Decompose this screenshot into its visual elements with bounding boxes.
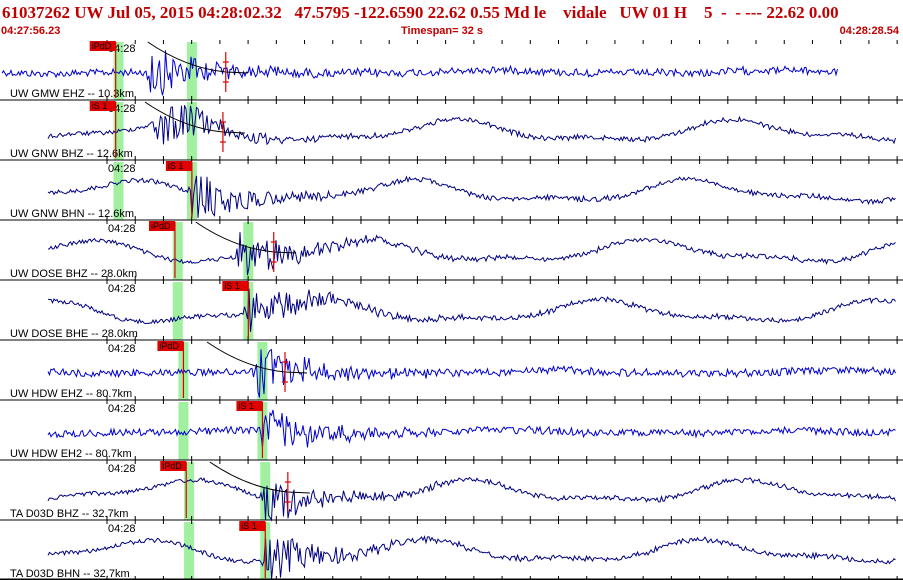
coda-curve xyxy=(147,41,248,74)
row-time-label: 04:28 xyxy=(108,463,136,475)
pick-label: iPdD xyxy=(92,41,112,51)
waveform-trace xyxy=(47,105,896,146)
pick-flag xyxy=(239,521,266,531)
pick-label: iPdD xyxy=(151,221,171,231)
row-time-label: 04:28 xyxy=(108,343,136,355)
timespan-label: Timespan= 32 s xyxy=(401,25,484,37)
pick-label: iPdD xyxy=(159,341,179,351)
coda-curve xyxy=(144,101,245,134)
p-window-0-1 xyxy=(186,42,197,100)
p-window-8-0 xyxy=(184,522,195,580)
seismogram-panel[interactable]: 04:28 UW GMW EHZ -- 10.3km iPdD 04:28 UW GNW… xyxy=(0,40,903,580)
row-time-label: 04:28 xyxy=(108,223,136,235)
waveform-trace xyxy=(47,175,896,218)
pick-label: iS 1 xyxy=(92,101,108,111)
waveform-trace xyxy=(47,232,896,276)
pick-flag xyxy=(160,461,187,471)
pick-flag xyxy=(89,101,116,111)
row-time-label: 04:28 xyxy=(108,403,136,415)
coda-curve xyxy=(206,341,308,374)
coda-curve xyxy=(209,461,310,494)
station-label: UW GNW BHZ -- 12.6km xyxy=(10,148,133,160)
p-window-7-0 xyxy=(184,462,195,520)
waveform-trace xyxy=(47,409,896,448)
pick-flag xyxy=(148,221,175,231)
p-window-1-1 xyxy=(186,102,197,160)
pick-label: iS 1 xyxy=(224,281,240,291)
waveform-trace xyxy=(47,288,896,332)
row-time-label: 04:28 xyxy=(108,523,136,535)
event-header: 61037262 UW Jul 05, 2015 04:28:02.32 47.… xyxy=(0,0,903,40)
waveform-trace xyxy=(47,535,896,580)
p-window-3-0 xyxy=(172,222,183,280)
end-time: 04:28:28.54 xyxy=(839,25,899,37)
event-title: 61037262 UW Jul 05, 2015 04:28:02.32 47.… xyxy=(2,3,839,22)
p-window-2-0 xyxy=(113,162,124,220)
row-time-label: 04:28 xyxy=(108,163,136,175)
station-label: UW GMW EHZ -- 10.3km xyxy=(10,88,134,100)
pick-flag xyxy=(165,161,192,171)
station-label: UW HDW EH2 -- 80.7km xyxy=(10,448,132,460)
start-time: 04:27:56.23 xyxy=(1,25,61,37)
p-window-0-0 xyxy=(113,42,124,100)
p-window-3-1 xyxy=(243,222,254,280)
pick-label: iS 1 xyxy=(241,521,257,531)
station-label: UW DOSE BHZ -- 28.0km xyxy=(10,268,137,280)
coda-curve xyxy=(195,221,296,254)
waveform-trace xyxy=(47,476,896,522)
pick-label: iS 1 xyxy=(238,401,254,411)
pick-label: iS 1 xyxy=(168,161,184,171)
pick-flag xyxy=(236,401,263,411)
station-label: TA D03D BHN -- 32.7km xyxy=(10,568,130,580)
station-label: UW GNW BHN -- 12.6km xyxy=(10,208,134,220)
station-label: UW DOSE BHE -- 28.0km xyxy=(10,328,138,340)
station-label: TA D03D BHZ -- 32.7km xyxy=(10,508,128,520)
p-window-1-0 xyxy=(113,102,124,160)
station-label: UW HDW EHZ -- 80.7km xyxy=(10,388,132,400)
waveform-trace xyxy=(47,348,896,398)
p-window-6-0 xyxy=(178,402,189,460)
p-window-4-0 xyxy=(172,282,183,340)
pick-flag xyxy=(157,341,184,351)
waveform-trace xyxy=(1,50,838,96)
pick-label: iPdD xyxy=(162,461,182,471)
pick-flag xyxy=(89,41,116,51)
pick-flag xyxy=(222,281,249,291)
p-window-7-1 xyxy=(260,462,271,520)
row-time-label: 04:28 xyxy=(108,283,136,295)
